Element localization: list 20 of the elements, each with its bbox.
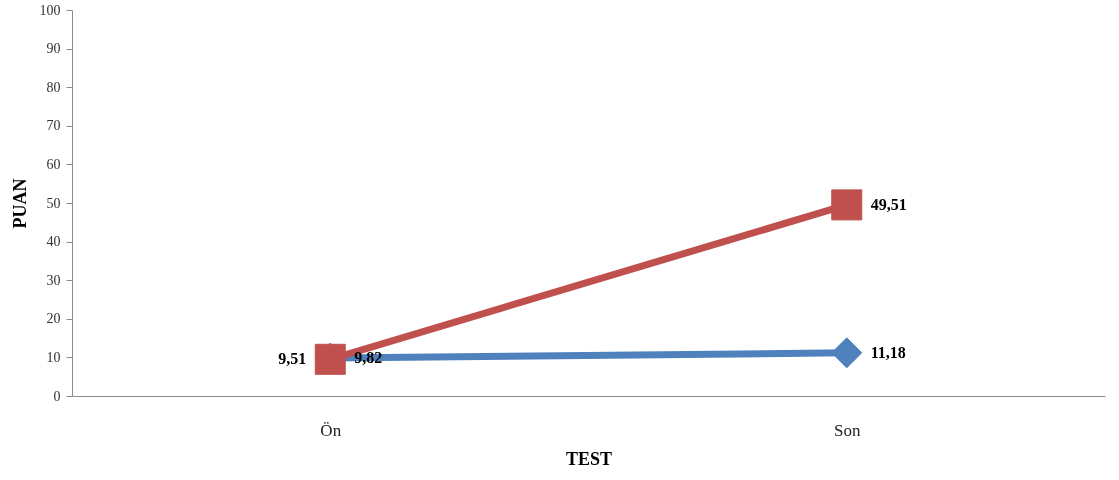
x-axis-title: TEST [565,448,613,469]
x-tick-label: Son [834,420,861,440]
y-tick-label: 70 [46,118,61,134]
y-tick-label: 10 [46,349,61,365]
x-tick-label: Ön [320,420,342,440]
data-label: 11,18 [870,343,906,361]
y-tick-label: 60 [46,156,61,172]
data-label: 49,51 [870,195,907,213]
y-tick-label: 100 [39,2,61,18]
point [831,189,863,221]
y-tick-label: 0 [53,388,61,404]
y-tick-label: 30 [46,272,61,288]
y-axis-title: PUAN [9,178,30,229]
point [831,337,863,369]
y-tick-label: 20 [46,311,61,327]
data-label: 9,51 [278,350,307,368]
y-tick-label: 40 [46,234,61,250]
y-tick-label: 50 [46,195,61,211]
y-tick-label: 90 [46,41,61,57]
y-tick-label: 80 [46,79,61,95]
